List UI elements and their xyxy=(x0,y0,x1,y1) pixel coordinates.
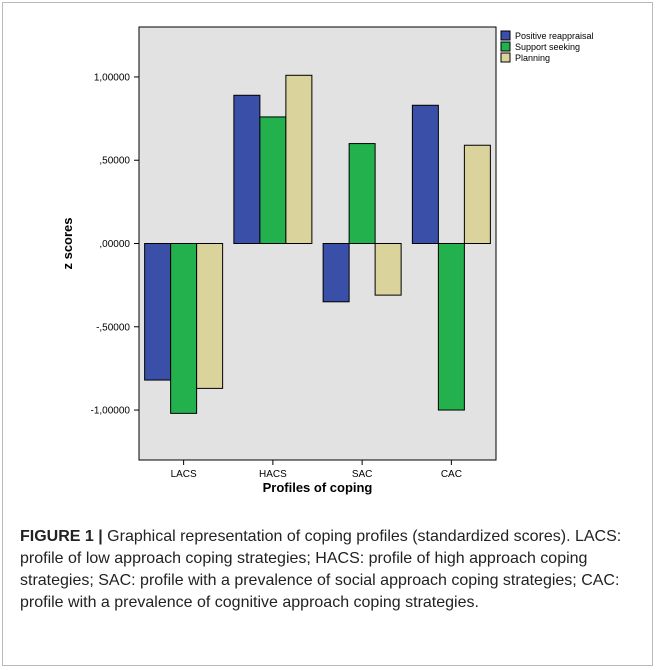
bar-cac-series-2 xyxy=(437,243,465,411)
bar-chart: 1,00000 ,50000 ,00000 -,50000 -1,00000 z scor… xyxy=(60,26,594,495)
legend-label: Positive reappraisal xyxy=(515,31,594,41)
y-tick-label: -,50000 xyxy=(96,322,130,333)
y-axis-label: z scores xyxy=(60,217,75,269)
x-tick-label: HACS xyxy=(259,469,287,480)
bar-sac-series-1 xyxy=(322,243,350,303)
bar-hacs-series-1 xyxy=(233,94,261,245)
y-tick-label: ,50000 xyxy=(99,156,130,167)
bar-sac-series-2 xyxy=(348,143,376,244)
legend-label: Planning xyxy=(515,53,550,63)
bar-sac-series-3 xyxy=(374,243,402,296)
bar-cac-series-3 xyxy=(463,144,491,244)
legend-swatch xyxy=(500,52,511,63)
y-tick-label: 1,00000 xyxy=(94,72,131,83)
bar-hacs-series-2 xyxy=(259,116,287,244)
bar-lacs-series-1 xyxy=(144,243,172,381)
legend-label: Support seeking xyxy=(515,42,580,52)
y-tick-label: ,00000 xyxy=(99,239,130,250)
legend-swatch xyxy=(500,30,511,41)
legend-swatch xyxy=(500,41,511,52)
y-tick-label: -1,00000 xyxy=(91,406,131,417)
figure-caption-text: Graphical representation of coping profi… xyxy=(20,528,622,611)
bar-lacs-series-3 xyxy=(196,243,224,389)
x-tick-label: SAC xyxy=(352,469,373,480)
figure-caption: FIGURE 1 | Graphical representation of c… xyxy=(20,526,640,614)
x-tick-label: CAC xyxy=(441,469,462,480)
bar-hacs-series-3 xyxy=(285,74,313,244)
figure-caption-label: FIGURE 1 | xyxy=(20,528,103,545)
x-tick-label: LACS xyxy=(171,469,197,480)
bar-lacs-series-2 xyxy=(170,243,198,414)
x-axis-label: Profiles of coping xyxy=(263,480,373,495)
bar-cac-series-1 xyxy=(411,104,439,245)
